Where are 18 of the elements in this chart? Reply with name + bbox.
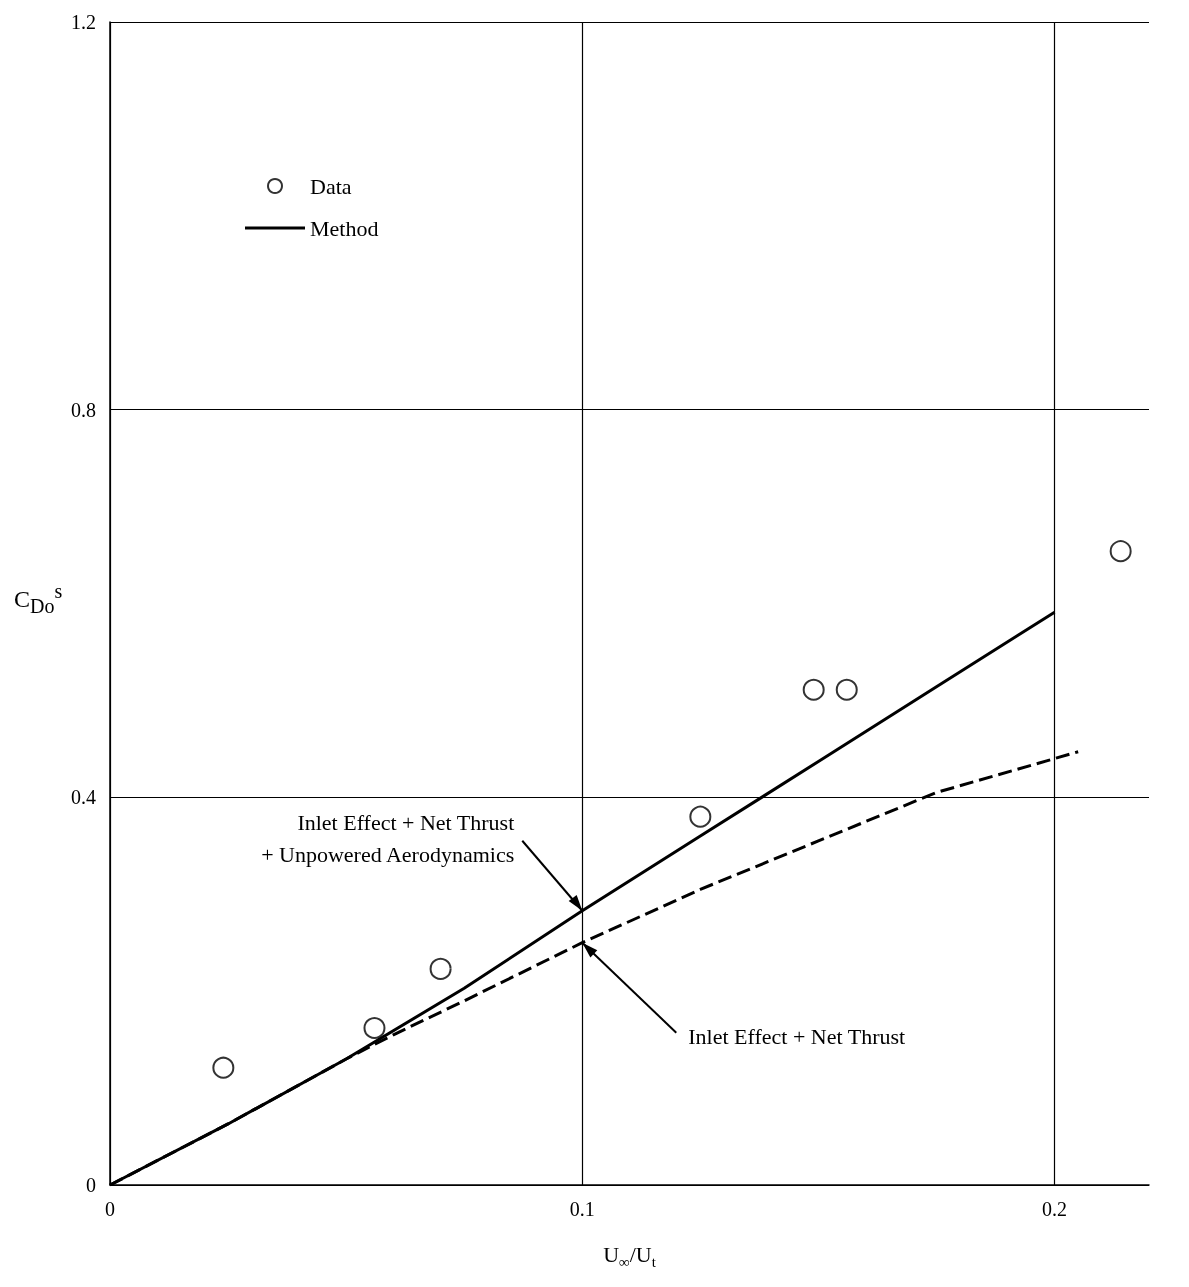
x-tick-label: 0.1 bbox=[569, 1198, 595, 1220]
annotation: Inlet Effect + Net Thrust + Unpowered Aerodynamics bbox=[261, 810, 515, 868]
legend-label: Data bbox=[310, 173, 352, 199]
point bbox=[802, 678, 825, 701]
point bbox=[1109, 540, 1132, 563]
point bbox=[363, 1017, 386, 1039]
point bbox=[212, 1056, 235, 1079]
annotation: Inlet Effect + Net Thrust bbox=[688, 1024, 906, 1050]
point bbox=[689, 805, 712, 828]
legend-label: Method bbox=[310, 215, 379, 241]
y-tick-label: 0 bbox=[86, 1174, 96, 1196]
y-tick-label: 0.4 bbox=[71, 786, 96, 809]
point bbox=[429, 957, 452, 980]
point bbox=[835, 678, 858, 701]
y-tick-label: 0.8 bbox=[71, 398, 96, 421]
x-tick-label: 0 bbox=[105, 1198, 115, 1220]
y-tick-label: 1.2 bbox=[71, 11, 96, 33]
x-tick-label: 0.2 bbox=[1042, 1198, 1068, 1220]
